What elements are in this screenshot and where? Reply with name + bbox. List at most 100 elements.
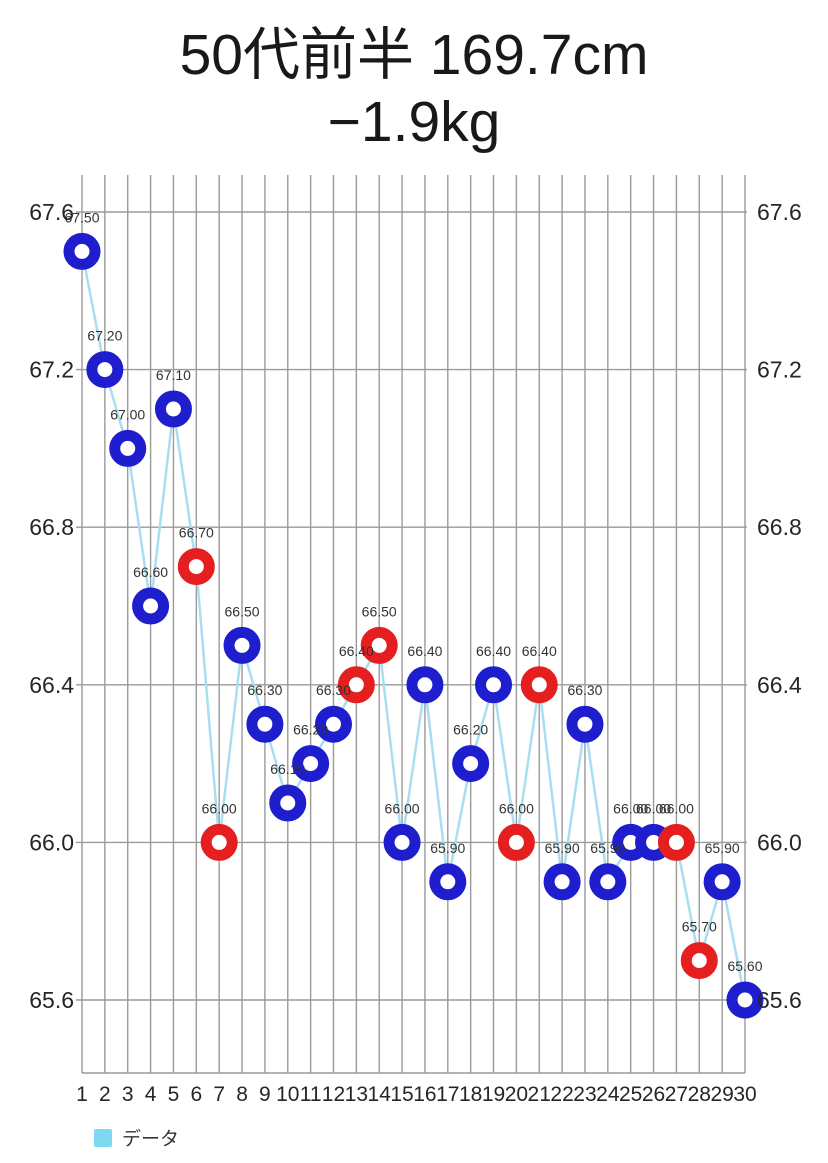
x-axis-tick: 20 — [505, 1083, 528, 1106]
data-point-label: 66.10 — [270, 761, 305, 777]
legend-item-data[interactable]: データ — [94, 1124, 179, 1151]
data-point[interactable] — [109, 429, 147, 467]
x-axis-tick: 29 — [710, 1083, 733, 1106]
x-axis-tick: 6 — [190, 1083, 202, 1106]
data-point[interactable] — [269, 784, 307, 822]
data-point[interactable] — [657, 823, 695, 861]
data-point-label: 65.60 — [727, 958, 762, 974]
data-line — [80, 251, 747, 1001]
x-axis-tick: 2 — [99, 1083, 111, 1106]
data-point-label: 66.30 — [567, 682, 602, 698]
x-axis-tick: 30 — [733, 1083, 756, 1106]
y-axis-tick-left: 66.8 — [29, 514, 74, 540]
data-point-label: 65.90 — [705, 840, 740, 856]
x-axis-tick: 23 — [573, 1083, 596, 1106]
data-point[interactable] — [726, 981, 764, 1019]
y-axis-tick-left: 67.6 — [29, 199, 74, 225]
x-axis-tick: 4 — [145, 1083, 157, 1106]
y-axis-tick-right: 66.4 — [757, 672, 802, 698]
x-axis-tick: 21 — [528, 1083, 551, 1106]
data-point-label: 66.00 — [499, 800, 534, 816]
chart-title: 50代前半 169.7cm −1.9kg — [0, 22, 828, 155]
data-point[interactable] — [314, 705, 352, 743]
data-point[interactable] — [177, 548, 215, 586]
data-point-label: 65.70 — [682, 919, 717, 935]
data-point-label: 66.00 — [385, 800, 420, 816]
y-axis-tick-right: 65.6 — [757, 987, 802, 1013]
x-axis-tick: 28 — [688, 1083, 711, 1106]
x-axis-tick: 3 — [122, 1083, 134, 1106]
x-axis-tick: 10 — [276, 1083, 299, 1106]
chart-title-line1: 50代前半 169.7cm — [179, 23, 649, 87]
x-axis-tick: 16 — [413, 1083, 436, 1106]
data-point[interactable] — [292, 745, 330, 783]
data-point-label: 67.00 — [110, 406, 145, 422]
data-point[interactable] — [497, 823, 535, 861]
y-axis-tick-left: 66.0 — [29, 829, 74, 855]
x-axis-tick: 8 — [236, 1083, 248, 1106]
data-point[interactable] — [680, 942, 718, 980]
y-axis-tick-right: 67.2 — [757, 357, 802, 383]
data-point-label: 66.50 — [362, 603, 397, 619]
data-point[interactable] — [383, 823, 421, 861]
x-axis-tick: 5 — [168, 1083, 180, 1106]
data-point-label: 66.40 — [339, 643, 374, 659]
data-point[interactable] — [63, 232, 101, 270]
data-point[interactable] — [86, 351, 124, 389]
x-axis-tick: 13 — [345, 1083, 368, 1106]
data-point-label: 67.50 — [64, 209, 99, 225]
data-point-label: 66.30 — [247, 682, 282, 698]
y-axis-tick-left: 66.4 — [29, 672, 74, 698]
data-point[interactable] — [154, 390, 192, 428]
data-point-label: 66.50 — [225, 603, 260, 619]
data-point-label: 66.40 — [407, 643, 442, 659]
y-axis-tick-right: 66.0 — [757, 829, 802, 855]
data-point-label: 66.30 — [316, 682, 351, 698]
y-axis-tick-right: 67.6 — [757, 199, 802, 225]
data-point-label: 66.00 — [659, 800, 694, 816]
x-axis-tick: 17 — [436, 1083, 459, 1106]
data-point-label: 66.20 — [293, 722, 328, 738]
data-point-label: 66.70 — [179, 525, 214, 541]
data-point[interactable] — [337, 666, 375, 704]
data-point[interactable] — [132, 587, 170, 625]
data-point-label: 65.90 — [430, 840, 465, 856]
data-point[interactable] — [703, 863, 741, 901]
x-axis-tick: 9 — [259, 1083, 271, 1106]
data-point[interactable] — [589, 863, 627, 901]
x-axis-tick: 7 — [213, 1083, 225, 1106]
data-point-label: 66.00 — [636, 800, 671, 816]
data-point[interactable] — [566, 705, 604, 743]
data-point[interactable] — [223, 626, 261, 664]
x-axis-tick: 27 — [665, 1083, 688, 1106]
data-point-label: 66.20 — [453, 722, 488, 738]
data-point-label: 65.90 — [590, 840, 625, 856]
data-point[interactable] — [246, 705, 284, 743]
data-point[interactable] — [452, 745, 490, 783]
data-point-label: 65.90 — [545, 840, 580, 856]
data-point[interactable] — [543, 863, 581, 901]
legend-swatch — [94, 1128, 112, 1147]
data-point-label: 66.40 — [476, 643, 511, 659]
x-axis-tick: 18 — [459, 1083, 482, 1106]
data-point[interactable] — [200, 823, 238, 861]
data-point[interactable] — [429, 863, 467, 901]
data-point-label: 66.00 — [613, 800, 648, 816]
data-point[interactable] — [475, 666, 513, 704]
data-point[interactable] — [520, 666, 558, 704]
data-point-label: 66.00 — [202, 800, 237, 816]
data-point-label: 66.60 — [133, 564, 168, 580]
chart-title-line2: −1.9kg — [327, 89, 501, 154]
data-point-label: 66.40 — [522, 643, 557, 659]
y-axis-tick-left: 67.2 — [29, 357, 74, 383]
x-axis-tick: 26 — [642, 1083, 665, 1106]
data-point-label: 67.20 — [87, 328, 122, 344]
data-point[interactable] — [406, 666, 444, 704]
data-point[interactable] — [360, 626, 398, 664]
x-axis-tick: 19 — [482, 1083, 505, 1106]
x-axis-tick: 14 — [368, 1083, 392, 1106]
x-axis-tick: 1 — [76, 1083, 88, 1106]
x-axis-tick: 15 — [390, 1083, 413, 1106]
x-axis-tick: 12 — [322, 1083, 345, 1106]
